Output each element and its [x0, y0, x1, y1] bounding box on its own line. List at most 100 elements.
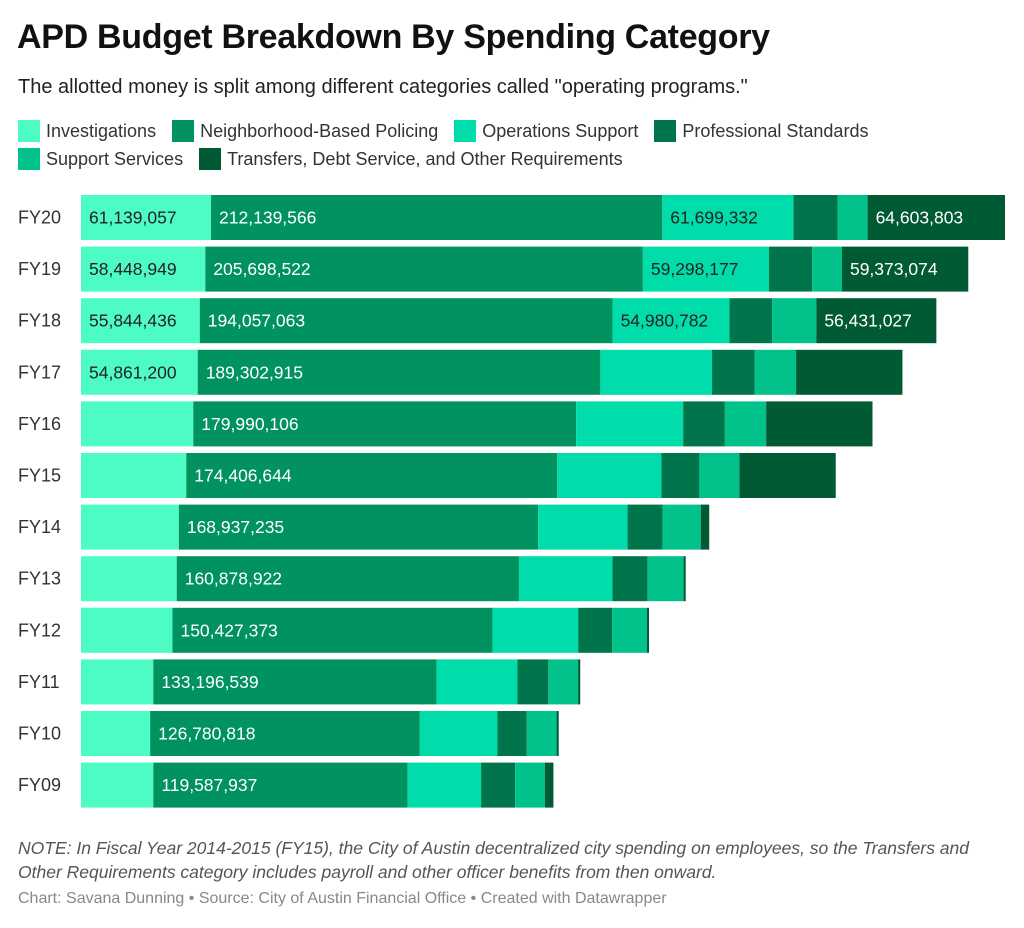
bar-segment	[526, 711, 557, 756]
bar-segment	[81, 246, 206, 292]
data-label: 54,980,782	[621, 311, 709, 331]
bar-segment	[81, 711, 151, 756]
footnote: NOTE: In Fiscal Year 2014-2015 (FY15), t…	[18, 838, 969, 882]
bar-segment	[699, 453, 740, 498]
bar-segment	[754, 349, 797, 395]
legend-label: Professional Standards	[682, 120, 869, 141]
bar-segment	[497, 711, 527, 756]
bar-segment	[419, 711, 498, 756]
legend-label: Operations Support	[482, 120, 639, 141]
bar-segment	[739, 453, 836, 498]
legend-swatch	[18, 120, 40, 142]
bar-segment	[647, 556, 684, 602]
bar-segment	[724, 401, 767, 447]
data-label: 61,139,057	[89, 208, 177, 228]
bar-segment	[646, 607, 650, 653]
bar-segment	[576, 401, 684, 447]
bar-segment	[816, 298, 937, 344]
bar-segment	[683, 556, 686, 602]
data-label: 174,406,644	[194, 466, 292, 486]
bar-segment	[600, 349, 713, 395]
data-label: 61,699,332	[670, 208, 758, 228]
legend-swatch	[199, 148, 222, 170]
stacked-bar-chart: FY20 61,139,057 212,139,566 61,699,332 64,60…	[18, 195, 1005, 808]
data-label: 179,990,106	[201, 414, 298, 434]
bar-segment	[481, 762, 516, 808]
bar-segment	[518, 556, 613, 602]
bar-segment	[81, 504, 179, 550]
bar-segment	[178, 504, 539, 550]
bar-segment	[867, 195, 1005, 240]
bar-segment	[700, 504, 710, 550]
data-label: 160,878,922	[185, 569, 282, 589]
category-label: FY09	[18, 775, 61, 795]
legend-item: Transfers, Debt Service, and Other Requi…	[199, 148, 623, 170]
legend-item: Neighborhood-Based Policing	[172, 120, 438, 142]
legend: Investigations Neighborhood-Based Policin…	[18, 120, 1008, 170]
data-label: 59,298,177	[651, 259, 739, 279]
data-label: 119,587,937	[161, 775, 257, 795]
data-label: 59,373,074	[850, 259, 938, 279]
bar-segment	[436, 659, 518, 705]
bar-segment	[766, 401, 873, 447]
bar-segment	[407, 762, 482, 808]
legend-label: Support Services	[46, 148, 184, 169]
chart-title: APD Budget Breakdown By Spending Categor…	[17, 18, 770, 56]
data-label: 205,698,522	[213, 259, 310, 279]
bar-segment	[683, 401, 725, 447]
bar-segment	[193, 401, 577, 447]
bar-segment	[557, 453, 662, 498]
source-credit: Chart: Savana Dunning • Source: City of …	[18, 890, 667, 907]
data-label: 126,780,818	[158, 724, 255, 744]
data-label: 150,427,373	[180, 620, 277, 640]
legend-item: Operations Support	[454, 120, 638, 142]
data-label: 212,139,566	[219, 208, 316, 228]
bar-segment	[837, 195, 868, 240]
bar-segment	[642, 246, 770, 292]
category-label: FY15	[18, 466, 61, 486]
bar-segment	[81, 607, 173, 653]
legend-label: Neighborhood-Based Policing	[200, 120, 439, 141]
bar-segment	[81, 195, 212, 240]
bar-segment	[661, 453, 700, 498]
bar-segment	[538, 504, 628, 550]
bar-segment	[197, 349, 601, 395]
bar-segment	[517, 659, 549, 705]
category-label: FY17	[18, 362, 61, 382]
legend-label: Investigations	[46, 120, 157, 141]
category-label: FY10	[18, 724, 61, 744]
bar-segment	[712, 349, 755, 395]
bar-segment	[172, 607, 493, 653]
bar-segment	[211, 195, 663, 240]
data-label: 56,431,027	[824, 311, 912, 331]
bar-segment	[205, 246, 643, 292]
legend-swatch	[172, 120, 195, 142]
data-label: 194,057,063	[208, 311, 305, 331]
bar-segment	[612, 298, 730, 344]
bar-segment	[81, 401, 194, 447]
bar-segment	[556, 711, 559, 756]
legend-item: Investigations	[18, 120, 156, 142]
bar-segment	[772, 298, 817, 344]
legend-swatch	[454, 120, 477, 142]
category-label: FY19	[18, 259, 61, 279]
bar-segment	[548, 659, 579, 705]
bar-segment	[81, 762, 154, 808]
legend-label: Transfers, Debt Service, and Other Requi…	[227, 148, 623, 169]
bar-segment	[544, 762, 554, 808]
bar-segment	[793, 195, 838, 240]
bar-segment	[612, 556, 648, 602]
data-label: 168,937,235	[187, 517, 284, 537]
bar-segment	[662, 504, 701, 550]
category-label: FY14	[18, 517, 61, 537]
bar-segment	[150, 711, 420, 756]
legend-item: Professional Standards	[654, 120, 868, 142]
bar-segment	[612, 607, 647, 653]
bar-segment	[627, 504, 663, 550]
data-label: 58,448,949	[89, 259, 177, 279]
bar-segment	[841, 246, 969, 292]
bar-segment	[199, 298, 613, 344]
category-label: FY20	[18, 208, 61, 228]
legend-item: Support Services	[18, 148, 183, 170]
bar-segment	[153, 659, 437, 705]
